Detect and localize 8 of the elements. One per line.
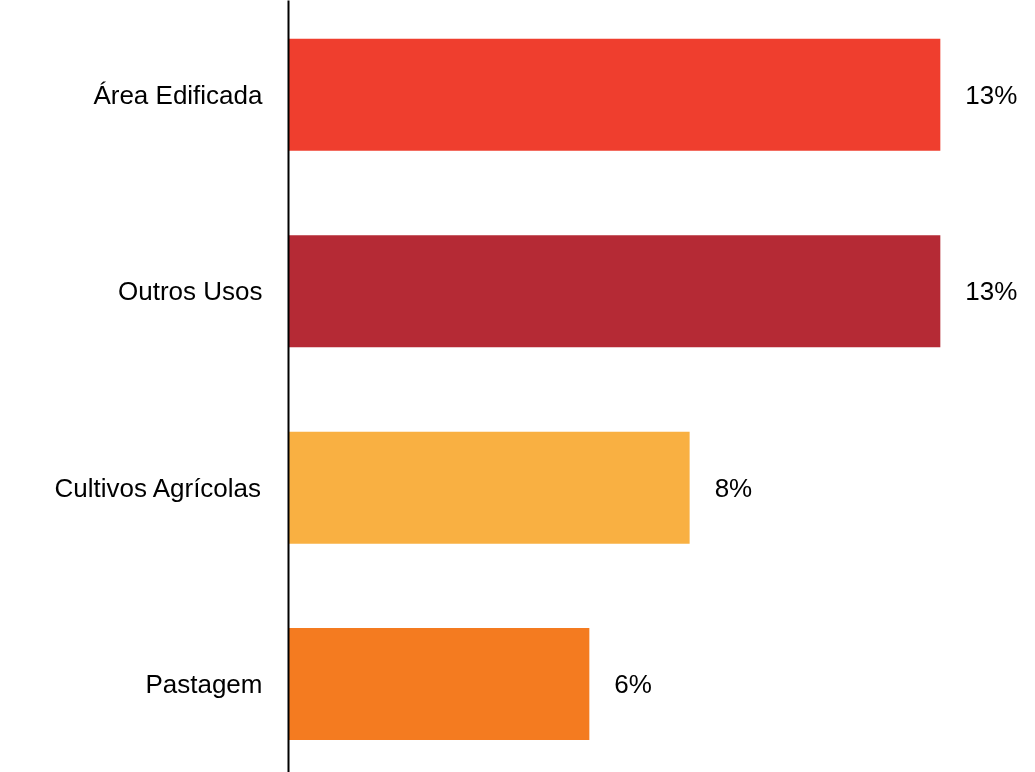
- y-tick-label: Pastagem: [145, 669, 263, 700]
- y-tick-label: Cultivos Agrícolas: [54, 472, 262, 503]
- data-label: 13%: [965, 79, 1018, 110]
- data-label: 13%: [965, 276, 1018, 307]
- y-tick-label: Outros Usos: [118, 276, 263, 307]
- data-label: 8%: [714, 472, 753, 503]
- data-label: 6%: [614, 669, 652, 700]
- y-tick-label: Área Edificada: [93, 79, 264, 110]
